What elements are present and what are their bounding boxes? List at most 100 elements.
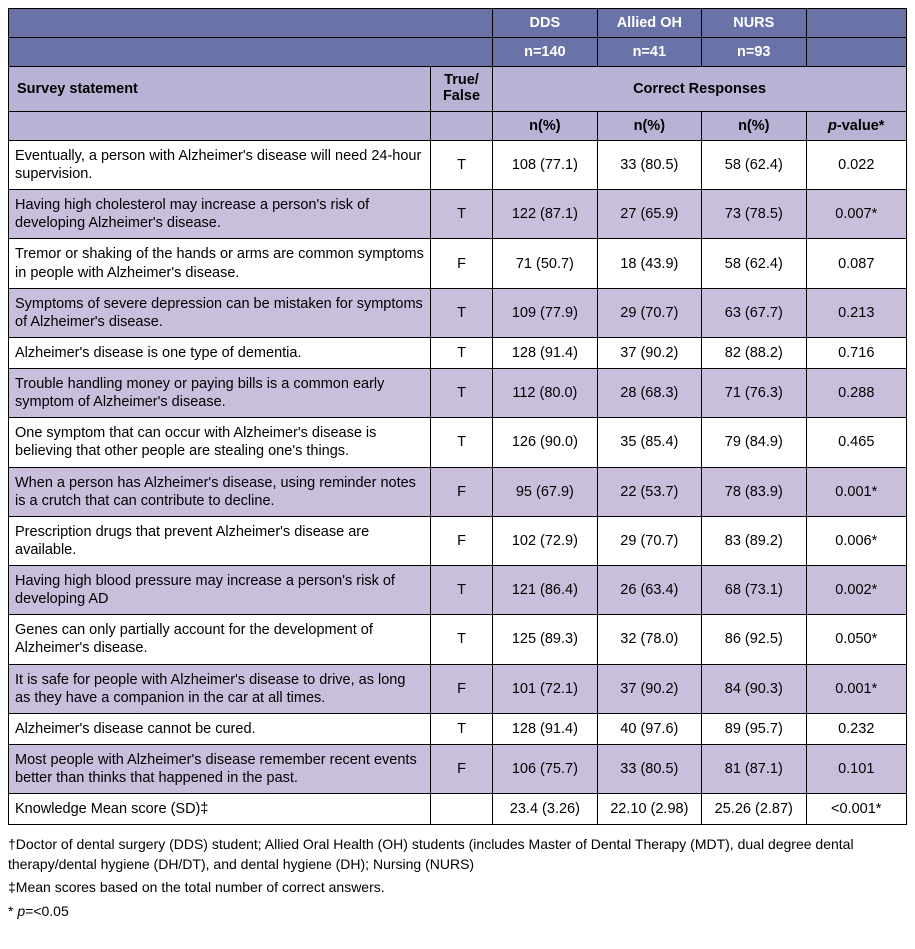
table-row: Alzheimer's disease cannot be cured.T128… [9,713,907,744]
cell-dds: 122 (87.1) [493,190,597,239]
footnote-2: ‡Mean scores based on the total number o… [8,878,907,898]
cell-stmt: Most people with Alzheimer's disease rem… [9,744,431,793]
cell-tf: T [430,337,492,368]
cell-stmt: Genes can only partially account for the… [9,615,431,664]
cell-stmt: One symptom that can occur with Alzheime… [9,418,431,467]
cell-stmt: Symptoms of severe depression can be mis… [9,288,431,337]
header-blank-right-2 [806,38,907,67]
cell-tf: F [430,467,492,516]
table-row: Having high cholesterol may increase a p… [9,190,907,239]
cell-tf: T [430,190,492,239]
cell-dds: 101 (72.1) [493,664,597,713]
cell-tf: T [430,615,492,664]
header-blank-4 [430,111,492,140]
header-n-allied: n=41 [597,38,701,67]
cell-allied: 28 (68.3) [597,369,701,418]
cell-nurs: 79 (84.9) [702,418,806,467]
table-row: Having high blood pressure may increase … [9,566,907,615]
cell-nurs: 78 (83.9) [702,467,806,516]
cell-p: 0.465 [806,418,907,467]
cell-dds: 109 (77.9) [493,288,597,337]
cell-p: 0.232 [806,713,907,744]
cell-stmt: When a person has Alzheimer's disease, u… [9,467,431,516]
cell-dds: 108 (77.1) [493,140,597,189]
summary-row: Knowledge Mean score (SD)‡ 23.4 (3.26)22.… [9,794,907,825]
cell-p: 0.006* [806,516,907,565]
cell-allied: 29 (70.7) [597,516,701,565]
table-row: Most people with Alzheimer's disease rem… [9,744,907,793]
cell-p: 0.001* [806,467,907,516]
cell-stmt: Trouble handling money or paying bills i… [9,369,431,418]
table-row: It is safe for people with Alzheimer's d… [9,664,907,713]
cell-tf: F [430,664,492,713]
cell-nurs: 73 (78.5) [702,190,806,239]
cell-allied: 37 (90.2) [597,664,701,713]
cell-dds: 112 (80.0) [493,369,597,418]
header-n-nurs: n=93 [702,38,806,67]
cell-nurs: 58 (62.4) [702,140,806,189]
cell-p: 0.101 [806,744,907,793]
header-group-dds: DDS [493,9,597,38]
cell-dds: 126 (90.0) [493,418,597,467]
cell-nurs: 58 (62.4) [702,239,806,288]
cell-tf: T [430,288,492,337]
cell-tf: T [430,418,492,467]
cell-allied: 33 (80.5) [597,744,701,793]
cell-allied: 27 (65.9) [597,190,701,239]
summary-cell-dds: 23.4 (3.26) [493,794,597,825]
cell-tf: F [430,744,492,793]
header-row-sub: n(%) n(%) n(%) p-value* [9,111,907,140]
cell-stmt: Alzheimer's disease cannot be cured. [9,713,431,744]
cell-allied: 37 (90.2) [597,337,701,368]
header-correct-label: Correct Responses [493,67,907,112]
header-n-dds: n=140 [493,38,597,67]
cell-dds: 128 (91.4) [493,337,597,368]
cell-tf: T [430,713,492,744]
footnotes: †Doctor of dental surgery (DDS) student;… [8,835,907,921]
cell-nurs: 84 (90.3) [702,664,806,713]
cell-dds: 128 (91.4) [493,713,597,744]
cell-stmt: Having high blood pressure may increase … [9,566,431,615]
survey-table: DDS Allied OH NURS n=140 n=41 n=93 Surve… [8,8,907,825]
cell-dds: 95 (67.9) [493,467,597,516]
cell-allied: 18 (43.9) [597,239,701,288]
header-survey-label: Survey statement [9,67,431,112]
table-row: Trouble handling money or paying bills i… [9,369,907,418]
cell-nurs: 71 (76.3) [702,369,806,418]
cell-p: 0.213 [806,288,907,337]
summary-cell-label: Knowledge Mean score (SD)‡ [9,794,431,825]
summary-cell-nurs: 25.26 (2.87) [702,794,806,825]
cell-stmt: Prescription drugs that prevent Alzheime… [9,516,431,565]
header-row-ns: n=140 n=41 n=93 [9,38,907,67]
cell-p: 0.288 [806,369,907,418]
header-group-nurs: NURS [702,9,806,38]
cell-nurs: 86 (92.5) [702,615,806,664]
cell-stmt: Having high cholesterol may increase a p… [9,190,431,239]
cell-dds: 106 (75.7) [493,744,597,793]
summary-cell-allied: 22.10 (2.98) [597,794,701,825]
cell-p: 0.022 [806,140,907,189]
table-row: Alzheimer's disease is one type of demen… [9,337,907,368]
cell-dds: 121 (86.4) [493,566,597,615]
cell-dds: 102 (72.9) [493,516,597,565]
cell-allied: 33 (80.5) [597,140,701,189]
cell-nurs: 63 (67.7) [702,288,806,337]
header-tf-label: True/False [430,67,492,112]
cell-stmt: Tremor or shaking of the hands or arms a… [9,239,431,288]
summary-cell-tf [430,794,492,825]
cell-allied: 40 (97.6) [597,713,701,744]
cell-p: 0.087 [806,239,907,288]
summary-cell-p: <0.001* [806,794,907,825]
header-blank [9,9,493,38]
cell-p: 0.001* [806,664,907,713]
table-row: Genes can only partially account for the… [9,615,907,664]
cell-nurs: 82 (88.2) [702,337,806,368]
table-row: One symptom that can occur with Alzheime… [9,418,907,467]
cell-allied: 22 (53.7) [597,467,701,516]
cell-stmt: Alzheimer's disease is one type of demen… [9,337,431,368]
footnote-3: * p=<0.05 [8,902,907,922]
cell-dds: 125 (89.3) [493,615,597,664]
cell-allied: 32 (78.0) [597,615,701,664]
header-npct-allied: n(%) [597,111,701,140]
header-npct-nurs: n(%) [702,111,806,140]
